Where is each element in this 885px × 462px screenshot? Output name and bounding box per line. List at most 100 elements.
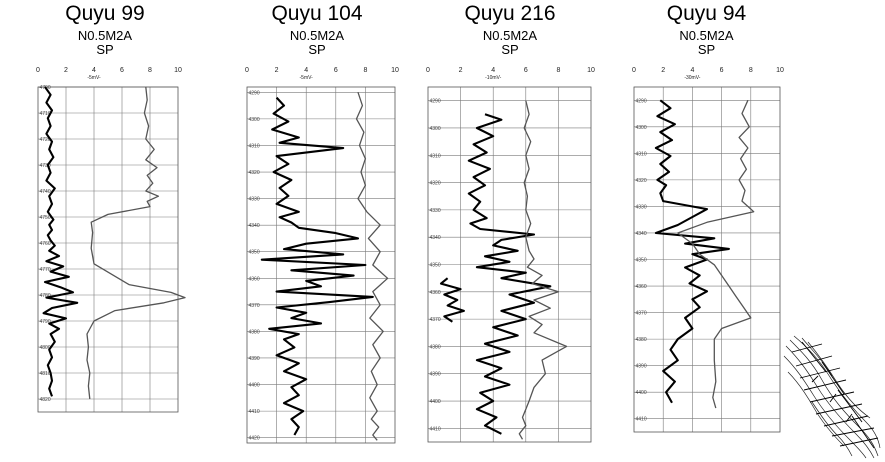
x-tick-label: 2 — [661, 67, 665, 74]
depth-tick-label: 4340 — [636, 231, 647, 237]
depth-tick-label: 4350 — [636, 258, 647, 264]
panel-title: Quyu 94 — [666, 2, 747, 25]
sp-curve-thick — [42, 86, 79, 397]
depth-tick-label: 4320 — [249, 170, 260, 176]
depth-tick-label: 4810 — [40, 371, 51, 377]
log-chart-quyu-104: 4290 4300 4310 4320 4330 4340 4350 4360 4370 4380… — [245, 67, 399, 444]
depth-tick-label: 4400 — [249, 383, 260, 389]
x-tick-label: 0 — [426, 67, 430, 74]
panel-subtitle: N0.5M2A — [77, 28, 133, 43]
depth-tick-label: 4410 — [249, 409, 260, 415]
depth-tick-label: 4370 — [430, 317, 441, 323]
depth-tick-label: 4320 — [430, 181, 441, 187]
depth-tick-label: 4780 — [40, 293, 51, 299]
sp-curve-thick — [654, 99, 730, 404]
log-chart-quyu-216: 4290 4300 4310 4320 4330 4340 4350 4360 4370 4380… — [426, 67, 595, 443]
panel-curve-label: SP — [501, 42, 519, 57]
depth-tick-label: 4360 — [249, 276, 260, 282]
depth-tick-label: 4410 — [430, 426, 441, 432]
sp-curve-thick — [260, 96, 374, 436]
depth-tick-label: 4380 — [636, 337, 647, 343]
log-chart-quyu-94: 4290 4300 4310 4320 4330 4340 4350 4360 4370 4380… — [632, 67, 784, 433]
x-tick-label: 8 — [556, 67, 560, 74]
sp-curve-thick — [439, 277, 465, 323]
x-tick-label: 6 — [334, 67, 338, 74]
unit-label: -30mV- — [684, 75, 700, 81]
depth-tick-label: 4390 — [249, 356, 260, 362]
depth-tick-label: 4370 — [636, 311, 647, 317]
depth-tick-label: 4300 — [249, 117, 260, 123]
depth-tick-label: 4710 — [40, 111, 51, 117]
unit-label: -10mV- — [485, 75, 501, 81]
plot-frame — [427, 86, 592, 443]
panel-curve-label: SP — [96, 42, 114, 57]
depth-tick-label: 4310 — [249, 143, 260, 149]
x-tick-label: 4 — [304, 67, 308, 74]
log-panel-quyu-94: Quyu 94 N0.5M2A SP 4290 4300 4310 4320 4330 4… — [624, 0, 789, 462]
depth-tick-label: 4380 — [430, 344, 441, 350]
x-tick-label: 10 — [776, 67, 784, 74]
x-tick-label: 8 — [148, 67, 152, 74]
depth-tick-label: 4820 — [40, 397, 51, 403]
depth-tick-label: 4730 — [40, 163, 51, 169]
log-panel-quyu-216: Quyu 216 N0.5M2A SP 4290 4300 4310 4320 4330… — [425, 0, 595, 462]
x-tick-label: 6 — [720, 67, 724, 74]
x-tick-label: 6 — [524, 67, 528, 74]
sp-curve-thin — [518, 100, 568, 440]
x-tick-label: 2 — [64, 67, 68, 74]
log-panel-quyu-104: Quyu 104 N0.5M2A SP 4290 4300 4310 4320 4330… — [237, 0, 399, 462]
depth-tick-label: 4380 — [249, 329, 260, 335]
depth-tick-label: 4800 — [40, 345, 51, 351]
depth-tick-label: 4300 — [430, 126, 441, 132]
depth-tick-label: 4770 — [40, 267, 51, 273]
depth-tick-label: 4350 — [430, 263, 441, 269]
plot-frame — [633, 86, 781, 433]
x-tick-label: 0 — [36, 67, 40, 74]
sp-curve-thin — [677, 100, 755, 409]
log-chart-quyu-99: 4700471047204730474047504760477047804790… — [36, 67, 186, 413]
panel-title: Quyu 216 — [464, 2, 556, 25]
log-panel-quyu-99: Quyu 99 N0.5M2A SP 4700 4710 4720 4730 4740 4… — [30, 0, 186, 462]
panel-title: Quyu 104 — [271, 2, 363, 25]
depth-tick-label: 4400 — [636, 390, 647, 396]
plot-frame — [37, 86, 179, 413]
x-tick-label: 4 — [491, 67, 495, 74]
depth-tick-label: 4320 — [636, 178, 647, 184]
depth-tick-label: 4330 — [430, 208, 441, 214]
depth-tick-label: 4790 — [40, 319, 51, 325]
depth-tick-label: 4420 — [249, 436, 260, 442]
depth-tick-label: 4330 — [249, 197, 260, 203]
depth-tick-label: 4290 — [249, 90, 260, 96]
depth-tick-label: 4290 — [636, 98, 647, 104]
x-tick-label: 10 — [174, 67, 182, 74]
depth-tick-label: 4300 — [636, 125, 647, 131]
unit-label: -5mV- — [87, 75, 101, 81]
unit-label: -5mV- — [300, 75, 314, 81]
depth-tick-label: 4360 — [636, 284, 647, 290]
x-tick-label: 6 — [120, 67, 124, 74]
x-tick-label: 0 — [632, 67, 636, 74]
depth-tick-label: 4410 — [636, 417, 647, 423]
depth-tick-label: 4310 — [430, 153, 441, 159]
depth-tick-label: 4400 — [430, 399, 441, 405]
panel-title: Quyu 99 — [65, 2, 145, 25]
x-tick-label: 8 — [363, 67, 367, 74]
depth-tick-label: 4310 — [636, 151, 647, 157]
panel-subtitle: N0.5M2A — [289, 28, 345, 43]
depth-tick-label: 4760 — [40, 241, 51, 247]
x-tick-label: 4 — [690, 67, 694, 74]
depth-tick-label: 4330 — [636, 204, 647, 210]
x-tick-label: 10 — [391, 67, 399, 74]
panel-subtitle: N0.5M2A — [679, 28, 734, 43]
depth-tick-label: 4340 — [249, 223, 260, 229]
contour-map-sketch — [783, 335, 881, 459]
panel-subtitle: N0.5M2A — [482, 28, 538, 43]
depth-tick-label: 4360 — [430, 290, 441, 296]
depth-tick-label: 4390 — [430, 372, 441, 378]
x-tick-label: 10 — [587, 67, 595, 74]
x-tick-label: 8 — [749, 67, 753, 74]
depth-tick-label: 4370 — [249, 303, 260, 309]
plot-frame — [246, 86, 396, 444]
x-tick-label: 2 — [459, 67, 463, 74]
depth-tick-label: 4340 — [430, 235, 441, 241]
